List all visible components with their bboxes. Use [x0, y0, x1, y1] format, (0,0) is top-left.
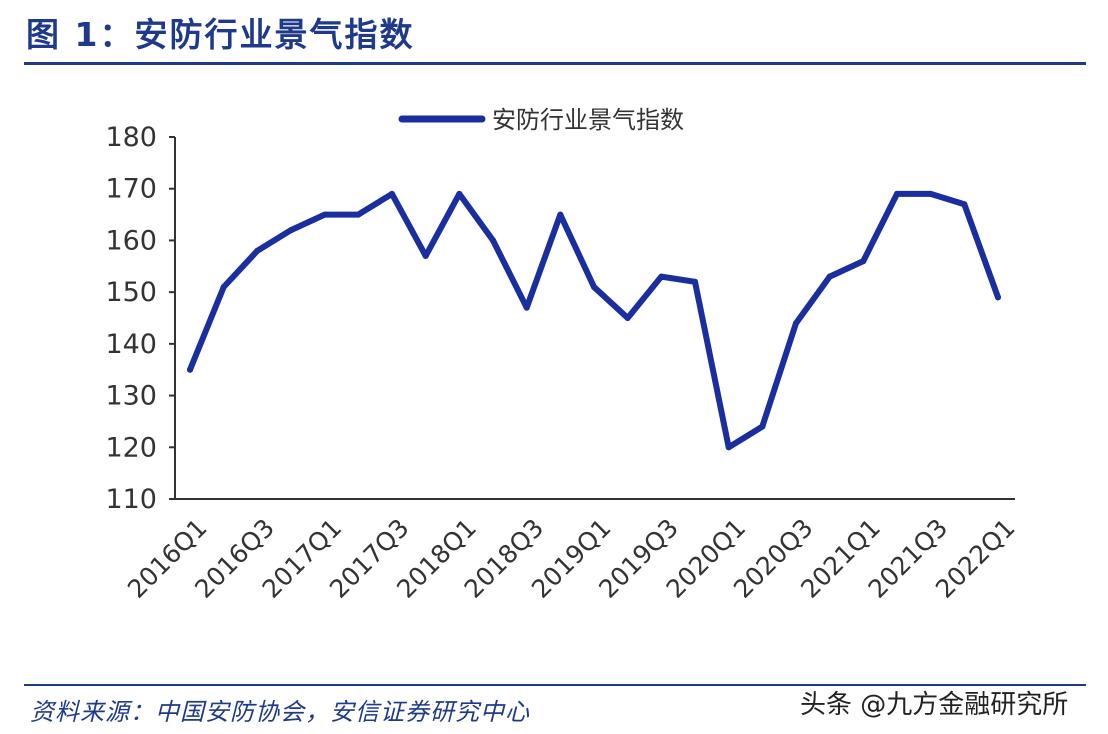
data-point	[961, 201, 968, 208]
data-point	[254, 247, 261, 254]
data-point	[860, 258, 867, 265]
figure-title: 图 1：安防行业景气指数	[26, 15, 415, 54]
y-tick-label: 180	[105, 122, 157, 153]
data-point	[826, 273, 833, 280]
data-point	[658, 273, 665, 280]
data-point	[557, 211, 564, 218]
data-point	[490, 237, 496, 244]
data-point	[793, 320, 799, 327]
data-point	[187, 366, 193, 373]
y-tick-label: 160	[105, 225, 157, 256]
title-divider	[24, 62, 1086, 65]
y-tick-label: 150	[105, 277, 157, 308]
data-point	[725, 444, 732, 451]
watermark: 头条 @九方金融研究所	[800, 690, 1069, 720]
source-note: 资料来源：中国安防协会，安信证券研究中心	[30, 698, 530, 726]
data-point	[927, 190, 934, 197]
data-point	[894, 190, 900, 197]
series-line	[187, 190, 1001, 451]
y-tick-label: 110	[105, 484, 157, 515]
data-point	[456, 190, 463, 197]
y-tick-label: 170	[105, 174, 157, 205]
data-point	[624, 315, 631, 321]
legend-label: 安防行业景气指数	[492, 106, 684, 134]
data-point	[355, 211, 362, 218]
y-tick-label: 120	[105, 432, 157, 463]
data-point	[321, 211, 328, 218]
data-point	[523, 304, 530, 311]
source-divider	[24, 684, 1086, 686]
y-tick-label: 130	[105, 381, 157, 412]
data-point	[220, 283, 227, 290]
data-point	[759, 423, 766, 430]
data-point	[422, 252, 429, 259]
data-point	[591, 283, 597, 290]
data-point	[692, 278, 698, 285]
data-point	[288, 227, 294, 234]
data-point	[389, 190, 395, 197]
line-chart: 1101201301401501601701802016Q12016Q32017…	[105, 106, 1020, 604]
y-tick-label: 140	[105, 329, 157, 360]
data-point	[995, 294, 1001, 301]
